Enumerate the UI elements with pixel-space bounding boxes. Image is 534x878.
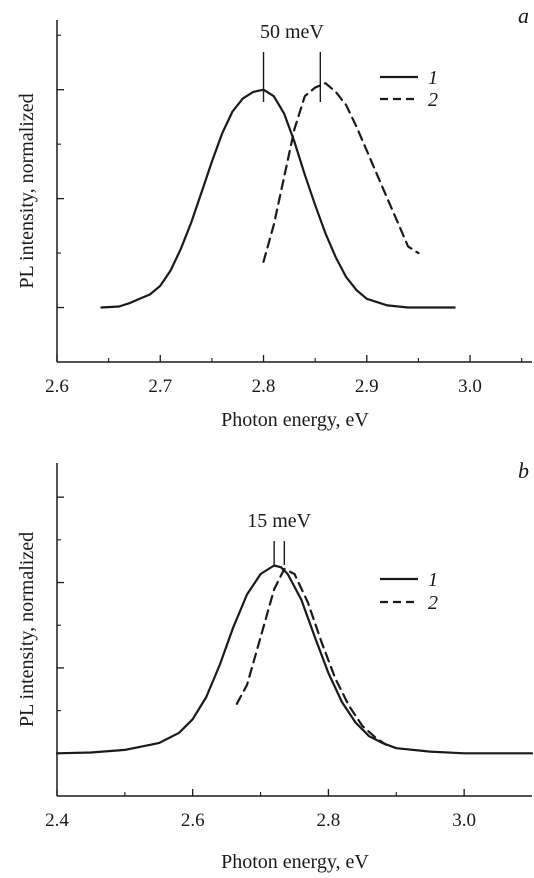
panel-b-series-2-line xyxy=(235,567,388,746)
panel-a-x-tick-label: 2.7 xyxy=(148,376,172,397)
panel-a-annotation-text: 50 meV xyxy=(260,21,324,43)
panel-a-legend: 1 2 xyxy=(380,67,438,111)
panel-b-letter: b xyxy=(518,458,529,483)
panel-b-legend-label-2: 2 xyxy=(428,592,438,614)
panel-b-x-tick-label: 2.8 xyxy=(317,810,341,831)
panel-a-annotation: 50 meV xyxy=(260,21,324,102)
panel-b-annotation: 15 meV xyxy=(247,510,312,565)
panel-a-x-tick-label: 3.0 xyxy=(458,376,482,397)
panel-a-legend-label-2: 2 xyxy=(428,89,438,111)
panel-a-series-1-line xyxy=(100,88,456,309)
panel-b-y-axis-title: PL intensity, normalized xyxy=(16,532,38,727)
panel-b-x-tick-label: 2.6 xyxy=(181,810,205,831)
panel-b-ticks: 2.4 2.6 2.8 3.0 xyxy=(45,496,476,831)
panel-b-x-tick-label: 3.0 xyxy=(452,810,476,831)
panel-a-x-tick-label: 2.8 xyxy=(252,376,276,397)
panel-b-legend-label-1: 1 xyxy=(428,569,438,591)
panel-b-x-axis-title: Photon energy, eV xyxy=(221,851,369,873)
panel-b-series xyxy=(55,564,534,755)
panel-b-x-tick-label: 2.4 xyxy=(45,810,69,831)
panel-a-letter: a xyxy=(518,3,529,28)
panel-a-series xyxy=(100,82,456,309)
panel-a-ticks: 2.6 2.7 2.8 2.9 3.0 xyxy=(45,34,523,397)
panel-a-x-tick-label: 2.6 xyxy=(45,376,69,397)
panel-a-x-tick-label: 2.9 xyxy=(355,376,379,397)
panel-a-series-2-line xyxy=(262,82,420,263)
panel-b-series-1-line xyxy=(55,564,534,755)
panel-b-axes xyxy=(56,463,532,797)
panel-a-x-axis-title: Photon energy, eV xyxy=(221,409,369,431)
panel-b-annotation-text: 15 meV xyxy=(247,510,311,532)
panel-a-legend-label-1: 1 xyxy=(428,67,438,89)
panel-a-axes xyxy=(56,20,532,363)
panel-b-legend: 1 2 xyxy=(380,569,438,614)
panel-a-y-axis-title: PL intensity, normalized xyxy=(16,93,38,288)
panel-b: 2.4 2.6 2.8 3.0 15 meV 1 2 b Photon energy,… xyxy=(16,458,534,873)
panel-a: 2.6 2.7 2.8 2.9 3.0 50 meV 1 2 a Photon ener… xyxy=(16,3,532,431)
